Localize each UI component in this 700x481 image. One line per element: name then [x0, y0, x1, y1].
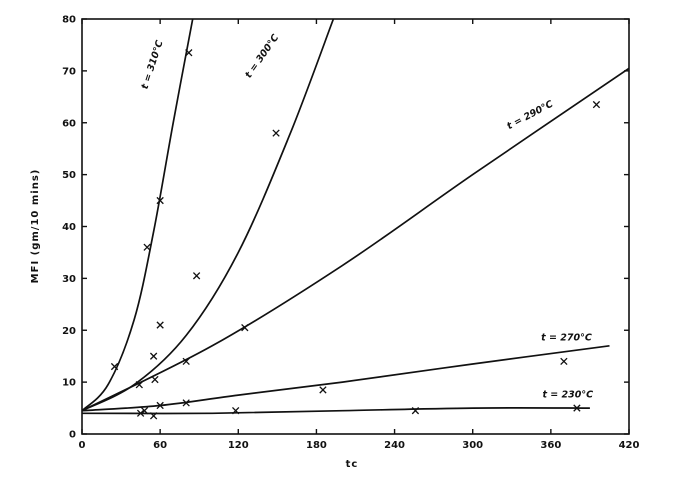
data-point-marker — [140, 406, 149, 415]
series-label-0: t = 310°C — [139, 39, 165, 91]
series-label-2: t = 290°C — [505, 99, 555, 133]
y-tick-label: 20 — [62, 326, 76, 337]
data-point-marker — [560, 357, 568, 366]
series-label-4: t = 230°C — [542, 390, 593, 401]
x-tick-label: 120 — [228, 440, 249, 451]
series-line-3 — [82, 344, 610, 412]
y-tick-label: 30 — [62, 274, 76, 285]
data-point-marker — [185, 49, 193, 57]
y-tick-label: 60 — [62, 118, 76, 129]
data-point-marker — [232, 406, 240, 415]
data-point-marker — [182, 399, 190, 407]
data-point-marker — [156, 196, 164, 205]
x-axis-label: tc — [346, 459, 359, 470]
data-point-marker — [272, 129, 280, 137]
data-point-marker — [182, 357, 190, 366]
x-tick-label: 0 — [79, 440, 86, 451]
y-axis-label: MFI (gm/10 mins) — [30, 169, 41, 284]
x-tick-label: 300 — [462, 440, 483, 451]
series-label-3: t = 270°C — [541, 333, 592, 344]
y-tick-label: 80 — [62, 15, 76, 26]
x-tick-label: 420 — [619, 440, 640, 451]
data-point-marker — [156, 321, 164, 329]
data-point-marker — [241, 323, 249, 332]
data-point-marker — [573, 404, 581, 412]
data-point-marker — [319, 386, 327, 394]
y-tick-label: 0 — [69, 430, 76, 441]
data-point-marker — [135, 381, 143, 389]
x-tick-label: 180 — [306, 440, 327, 451]
data-point-marker — [149, 352, 158, 360]
data-point-marker — [192, 272, 201, 280]
series-line-4 — [82, 407, 590, 415]
x-tick-label: 240 — [384, 440, 405, 451]
data-point-marker — [151, 375, 159, 384]
data-point-marker — [110, 362, 119, 371]
series-line-2 — [82, 67, 629, 412]
series-line-0 — [82, 19, 194, 412]
data-point-marker — [136, 409, 145, 417]
x-tick-label: 60 — [153, 440, 167, 451]
data-point-marker — [143, 243, 151, 251]
y-tick-label: 70 — [62, 66, 76, 77]
series-label-1: t = 300°C — [243, 33, 281, 81]
data-point-marker — [149, 412, 158, 420]
y-tick-label: 10 — [62, 378, 76, 389]
series-line-1 — [82, 19, 335, 412]
data-point-marker — [411, 406, 420, 415]
y-tick-label: 40 — [62, 222, 76, 233]
data-point-marker — [156, 401, 164, 410]
data-point-marker — [592, 100, 601, 109]
x-tick-label: 360 — [540, 440, 561, 451]
y-tick-label: 50 — [62, 170, 76, 181]
